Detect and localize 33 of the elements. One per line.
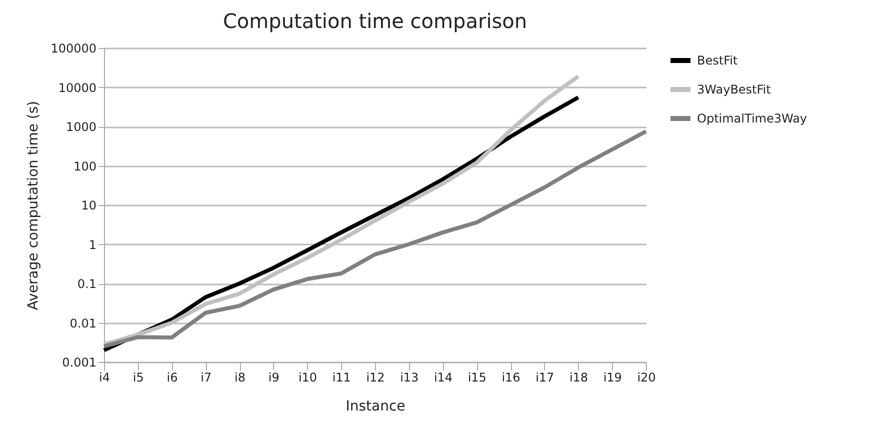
x-tick-label: i11 xyxy=(332,370,351,384)
x-tick-label: i15 xyxy=(468,370,486,384)
y-tick-label: 0.1 xyxy=(77,277,96,291)
legend-label: OptimalTime3Way xyxy=(697,112,808,126)
x-tick-label: i16 xyxy=(502,370,520,384)
x-tick-label: i13 xyxy=(400,370,419,384)
x-tick-label: i20 xyxy=(637,370,656,384)
y-tick-label: 0.01 xyxy=(70,316,96,330)
legend-label: BestFit xyxy=(697,54,738,68)
y-tick-label: 10000 xyxy=(58,80,96,95)
y-tick-label: 100 xyxy=(74,159,96,174)
legend-label: 3WayBestFit xyxy=(697,82,772,96)
x-axis-title: Instance xyxy=(346,398,406,414)
y-tick-label: 10 xyxy=(81,198,96,212)
line-series xyxy=(102,129,648,348)
y-tick-label: 1 xyxy=(88,238,96,252)
y-axis-title: Average computation time (s) xyxy=(26,100,42,310)
y-tick-label: 100000 xyxy=(50,42,96,56)
x-tick-label: i9 xyxy=(268,370,280,384)
x-tick-label: i18 xyxy=(569,370,588,384)
x-tick-label: i19 xyxy=(603,370,622,384)
x-tick-label: i17 xyxy=(536,370,554,384)
x-tick-label: i10 xyxy=(298,370,318,384)
x-tick-label: i4 xyxy=(99,370,110,384)
chart-title: Computation time comparison xyxy=(222,9,528,33)
x-tick-label: i6 xyxy=(166,370,178,384)
y-tick-label: 1000 xyxy=(66,120,96,134)
x-tick-label: i14 xyxy=(434,370,453,384)
x-tick-label: i12 xyxy=(366,370,385,384)
y-tick-label: 0.001 xyxy=(62,356,96,370)
x-tick-label: i8 xyxy=(234,370,246,384)
x-tick-label: i7 xyxy=(200,370,212,384)
x-tick-label: i5 xyxy=(132,370,144,384)
